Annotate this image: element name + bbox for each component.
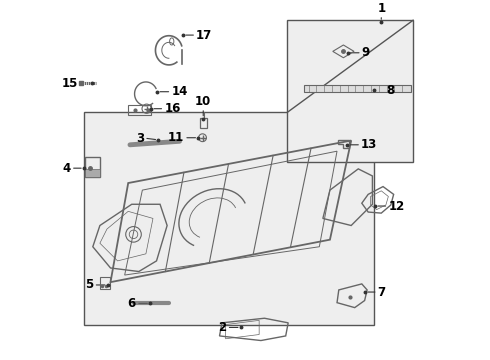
Text: 12: 12 [389,199,405,212]
Text: 11: 11 [168,131,184,144]
Bar [84,112,374,325]
Text: 14: 14 [172,85,188,98]
Bar [85,157,100,177]
Text: 4: 4 [63,162,71,175]
Text: 17: 17 [196,28,212,42]
Text: 16: 16 [164,102,181,115]
Text: 2: 2 [219,321,226,334]
Bar [128,105,151,115]
Text: 7: 7 [378,285,386,298]
Text: 5: 5 [85,279,94,292]
Text: 13: 13 [361,138,377,151]
Bar [200,118,207,128]
Text: 1: 1 [377,2,385,15]
Bar [85,169,100,177]
Text: 10: 10 [195,95,211,108]
Text: 3: 3 [136,132,144,145]
Bar [100,277,110,288]
Text: 8: 8 [387,84,395,97]
Text: 9: 9 [362,46,370,59]
Polygon shape [304,85,411,92]
Text: 6: 6 [128,297,136,310]
Text: 15: 15 [62,77,78,90]
Bar [288,20,413,162]
